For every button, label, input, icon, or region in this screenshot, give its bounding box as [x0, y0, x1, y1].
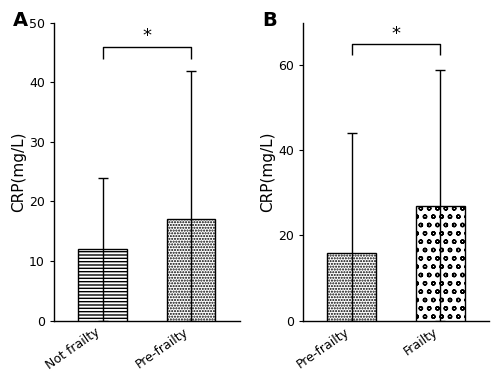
- Text: B: B: [262, 11, 277, 30]
- Bar: [416, 206, 465, 321]
- Bar: [328, 252, 376, 321]
- Y-axis label: CRP(mg/L): CRP(mg/L): [260, 131, 276, 212]
- Text: *: *: [392, 25, 400, 43]
- Text: *: *: [142, 27, 152, 45]
- Text: A: A: [13, 11, 28, 30]
- Y-axis label: CRP(mg/L): CRP(mg/L): [11, 131, 26, 212]
- Bar: [78, 249, 127, 321]
- Bar: [166, 219, 216, 321]
